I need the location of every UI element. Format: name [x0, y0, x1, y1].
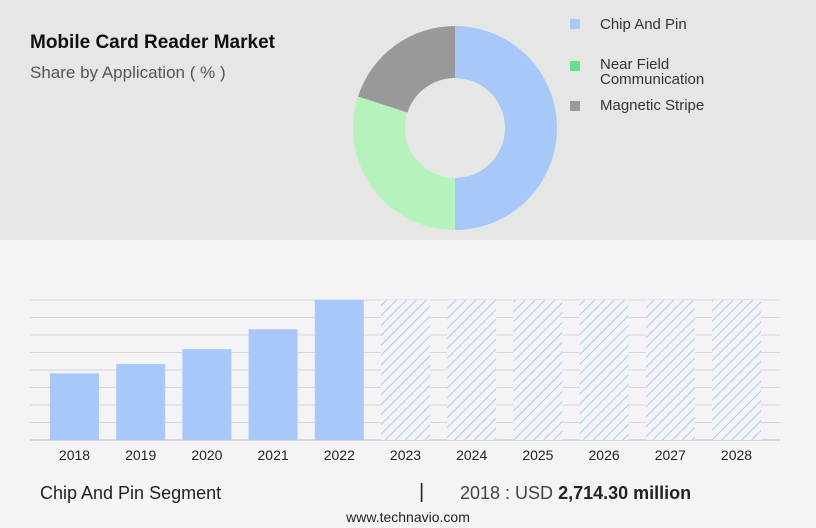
forecast-bar-2024 — [447, 300, 497, 440]
footer-segment-label: Chip And Pin Segment — [40, 483, 222, 503]
forecast-bar-2023 — [381, 300, 430, 440]
chart-subtitle: Share by Application ( % ) — [30, 63, 226, 82]
x-tick-label-2021: 2021 — [258, 447, 289, 463]
forecast-bar-2028 — [712, 300, 761, 440]
x-tick-label-2028: 2028 — [721, 447, 752, 463]
legend-swatch-chip-and-pin — [570, 19, 580, 29]
donut-slice-chip-and-pin — [455, 26, 557, 230]
legend-label-near-field: Near Field Communication — [600, 56, 705, 88]
legend-swatch-magnetic-stripe — [570, 101, 580, 111]
x-tick-label-2026: 2026 — [589, 447, 620, 463]
forecast-bar-2026 — [579, 300, 629, 440]
donut-slice-near-field-communication — [352, 96, 455, 231]
x-tick-label-2027: 2027 — [655, 447, 686, 463]
forecast-bar-2027 — [645, 300, 695, 440]
donut-chart — [352, 26, 557, 231]
legend-label-magnetic-stripe: Magnetic Stripe — [600, 97, 705, 114]
bar-chart: 2018 2019 2020 2021 2022 2023 2024 2025 2026 2027… — [30, 299, 780, 463]
donut-slice-magnetic-stripe — [357, 26, 455, 113]
x-tick-label-2020: 2020 — [191, 447, 222, 463]
bar-2022 — [314, 300, 364, 440]
footer-value-prefix: 2018 : USD — [460, 483, 554, 503]
footer-divider: | — [419, 481, 425, 503]
bar-2020 — [182, 349, 232, 440]
legend-swatch-near-field — [570, 61, 580, 71]
x-tick-label-2022: 2022 — [324, 447, 355, 463]
bar-2021 — [248, 329, 298, 440]
footer-website: www.technavio.com — [346, 509, 470, 525]
bar-2018 — [50, 373, 99, 440]
x-tick-label-2023: 2023 — [390, 447, 421, 463]
chart-title: Mobile Card Reader Market — [30, 32, 275, 53]
footer-value-amount: 2,714.30 million — [558, 483, 692, 503]
x-tick-label-2019: 2019 — [125, 447, 156, 463]
x-tick-label-2025: 2025 — [522, 447, 553, 463]
x-tick-label-2024: 2024 — [456, 447, 487, 463]
forecast-bar-2025 — [513, 300, 563, 440]
bar-2019 — [116, 364, 166, 440]
footer-value: 2018 : USD 2,714.30 million — [460, 483, 691, 504]
x-tick-label-2018: 2018 — [59, 447, 90, 463]
legend-label-chip-and-pin: Chip And Pin — [600, 16, 687, 33]
